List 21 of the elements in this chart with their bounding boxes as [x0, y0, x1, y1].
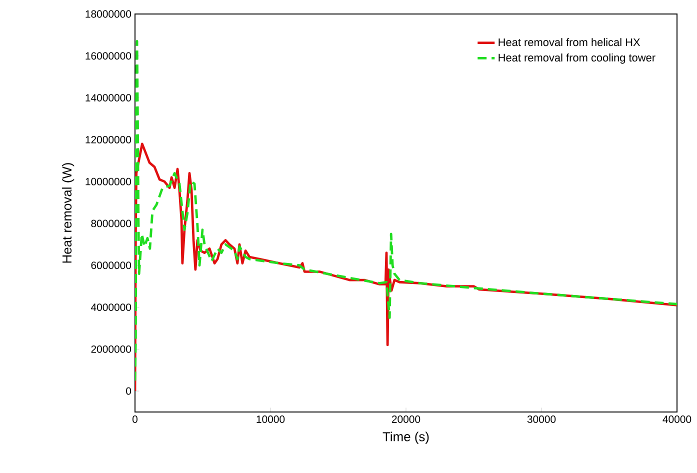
y-axis-title: Heat removal (W) — [62, 163, 74, 263]
y-tick-label: 14000000 — [86, 94, 132, 102]
x-axis-title: Time (s) — [382, 432, 429, 444]
y-tick-label: 2000000 — [91, 345, 132, 353]
y-tick-label: 4000000 — [90, 304, 132, 311]
y-tick-label: 8000000 — [91, 220, 132, 228]
x-tick-label: 20000 — [392, 416, 420, 423]
y-tick-label: 12000000 — [86, 136, 132, 144]
y-tick-label: 10000000 — [86, 178, 132, 186]
x-tick-label: 0 — [132, 416, 138, 423]
x-tick-label: 40000 — [662, 416, 692, 423]
y-tick-label: 6000000 — [91, 262, 132, 270]
y-tick-label: 18000000 — [86, 10, 132, 18]
legend-label: Heat removal from cooling tower — [498, 54, 656, 64]
line-series — [135, 40, 678, 382]
y-tick-label: 16000000 — [86, 52, 132, 60]
y-tick-label: 0 — [126, 387, 132, 395]
legend-label: Heat removal from helical HX — [498, 38, 640, 46]
x-tick-label: 30000 — [527, 416, 556, 423]
line-series — [135, 142, 678, 392]
x-tick-label: 10000 — [256, 416, 285, 423]
